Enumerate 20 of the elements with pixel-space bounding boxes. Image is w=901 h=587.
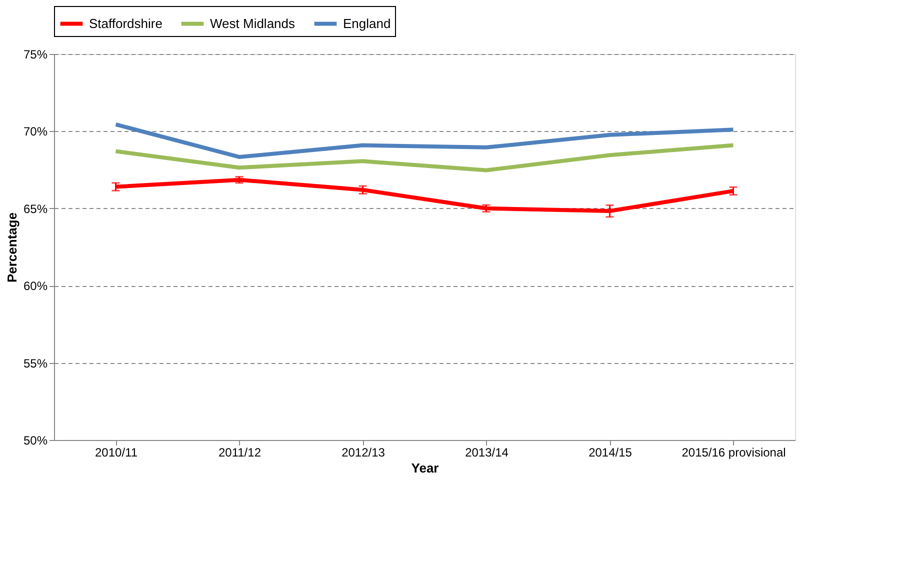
legend-label: Staffordshire [89, 16, 162, 31]
legend-label: West Midlands [210, 16, 296, 31]
y-tick-label: 60% [23, 279, 48, 294]
y-axis-title: Percentage [4, 212, 20, 283]
x-tick-label: 2011/12 [218, 446, 262, 460]
y-tick-label: 70% [23, 124, 48, 139]
y-tick-label: 75% [23, 48, 48, 62]
x-tick-label: 2013/14 [465, 446, 509, 460]
x-tick-label: 2010/11 [95, 446, 138, 460]
y-tick-label: 55% [23, 356, 48, 370]
line-series [114, 178, 736, 214]
x-tick-label: 2012/13 [342, 446, 386, 460]
y-tick-label: 50% [23, 434, 48, 448]
x-tick-label: 2014/15 [588, 446, 632, 460]
x-tick-label: 2015/16 provisional [682, 446, 786, 460]
legend-label: England [343, 16, 391, 31]
line-series [114, 143, 736, 172]
y-tick-label: 65% [23, 202, 48, 216]
x-axis-title: Year [411, 460, 439, 476]
line-series [114, 122, 736, 159]
